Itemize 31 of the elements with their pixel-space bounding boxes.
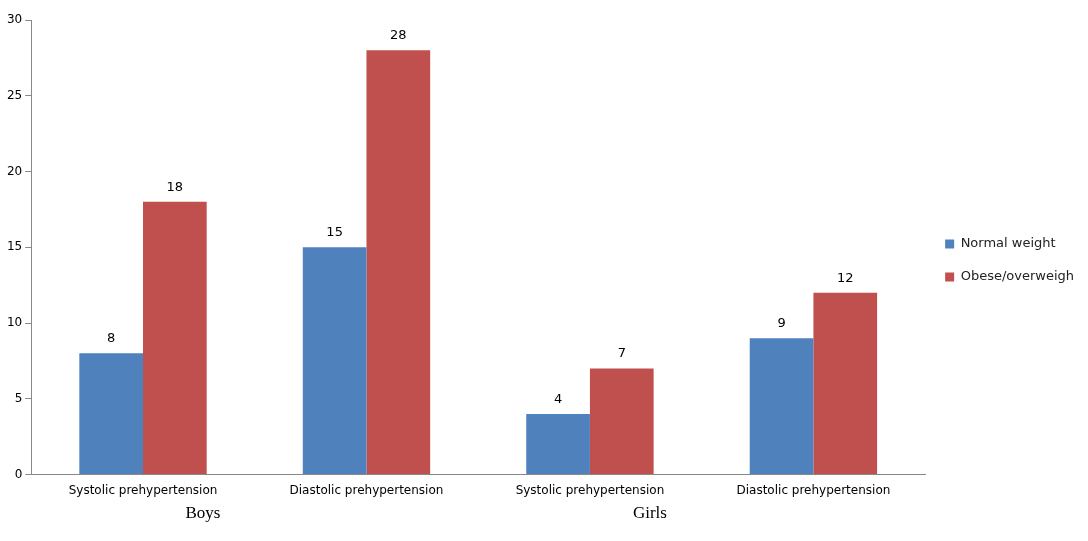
data-label: 4 <box>553 390 563 406</box>
y-tick-label: 10 <box>6 315 23 330</box>
y-tick-label: 15 <box>6 239 23 254</box>
data-label: 7 <box>617 345 626 361</box>
y-tick-label: 5 <box>14 390 23 405</box>
y-tick-label: 0 <box>14 466 23 481</box>
x-tick-label: Systolic prehypertension <box>68 482 218 497</box>
bar <box>366 50 431 475</box>
data-label: 28 <box>390 27 407 43</box>
bar <box>589 368 654 475</box>
y-tick-label: 25 <box>6 87 23 102</box>
x-tick-label: Systolic prehypertension <box>515 482 665 497</box>
bar <box>143 201 207 475</box>
data-label: 12 <box>836 269 854 285</box>
x-tick-label: Diastolic prehypertension <box>736 482 891 497</box>
y-tick-label: 20 <box>6 163 23 178</box>
bar <box>79 353 143 475</box>
bar <box>749 338 814 475</box>
y-tick-label: 30 <box>6 12 23 27</box>
bar <box>302 247 367 475</box>
data-label: 9 <box>777 315 786 331</box>
text: Girls <box>632 503 667 523</box>
data-label: 18 <box>166 178 184 194</box>
data-label: 15 <box>326 224 343 240</box>
legend-label: Obese/overweigh <box>960 268 1074 284</box>
bar <box>526 413 590 475</box>
data-label: 8 <box>107 330 116 346</box>
bar <box>813 292 878 475</box>
legend-label: Normal weight <box>960 235 1056 251</box>
text: Boys <box>185 503 221 523</box>
x-tick-label: Diastolic prehypertension <box>289 482 444 497</box>
